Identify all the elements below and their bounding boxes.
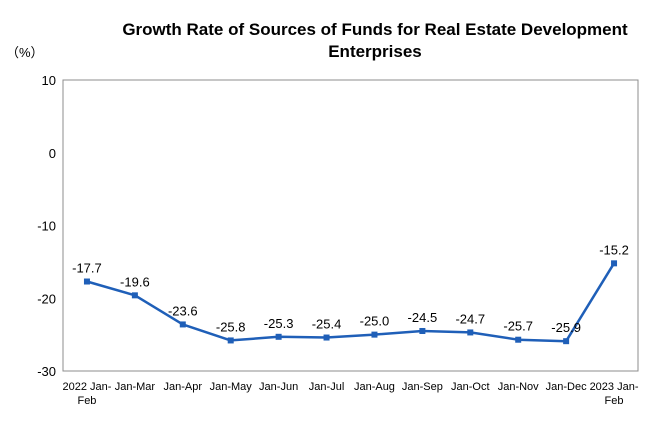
data-point-marker bbox=[611, 260, 618, 267]
data-label: -24.5 bbox=[408, 310, 438, 325]
plot-area-frame bbox=[62, 79, 639, 372]
data-point-marker bbox=[227, 337, 234, 344]
data-point-marker bbox=[83, 278, 90, 285]
y-tick-label: -20 bbox=[37, 291, 56, 306]
data-point-marker bbox=[515, 336, 522, 343]
data-label: -17.7 bbox=[72, 261, 102, 276]
y-tick-label: 10 bbox=[42, 73, 56, 88]
data-point-marker bbox=[563, 338, 570, 345]
data-label: -25.7 bbox=[503, 319, 533, 334]
data-label: -19.6 bbox=[120, 274, 150, 289]
x-tick-label: 2023 Jan-Feb bbox=[590, 381, 639, 407]
data-point-marker bbox=[179, 321, 186, 328]
x-tick-label: Jan-Oct bbox=[451, 381, 490, 393]
x-tick-label: Jan-Jun bbox=[259, 381, 298, 393]
y-tick-label: -30 bbox=[37, 364, 56, 379]
data-label: -25.9 bbox=[551, 320, 581, 335]
data-label: -25.4 bbox=[312, 317, 342, 332]
data-label: -23.6 bbox=[168, 303, 198, 318]
data-label: -25.0 bbox=[360, 314, 390, 329]
x-tick-label: Jan-May bbox=[210, 381, 253, 393]
x-axis-ticks: 2022 Jan-Feb Jan-Mar Jan-Apr Jan-May Jan-Jun… bbox=[62, 381, 638, 407]
x-tick-label: Jan-Dec bbox=[546, 381, 587, 393]
x-tick-label: Jan-Aug bbox=[354, 381, 395, 393]
x-tick-label: Jan-Mar bbox=[115, 381, 156, 393]
series-markers bbox=[83, 260, 618, 345]
data-point-marker bbox=[467, 329, 474, 336]
x-tick-label: Jan-Nov bbox=[498, 381, 539, 393]
y-axis-unit-label: （%） bbox=[6, 45, 44, 60]
data-label: -15.2 bbox=[599, 242, 629, 257]
data-point-marker bbox=[323, 334, 330, 341]
y-tick-label: -10 bbox=[37, 219, 56, 234]
chart-title-line-2: Enterprises bbox=[328, 42, 422, 61]
series-line bbox=[86, 262, 616, 343]
y-tick-label: 0 bbox=[49, 146, 56, 161]
y-axis-ticks: 10 0 -10 -20 -30 bbox=[37, 73, 56, 379]
x-tick-label: Jan-Sep bbox=[402, 381, 443, 393]
x-tick-label: 2022 Jan-Feb bbox=[62, 381, 111, 407]
data-point-marker bbox=[275, 333, 282, 340]
data-label: -25.3 bbox=[264, 316, 294, 331]
data-point-marker bbox=[371, 331, 378, 338]
data-labels: -17.7 -19.6 -23.6 -25.8 -25.3 -25.4 -25.0 -24.5… bbox=[72, 242, 629, 335]
data-label: -25.8 bbox=[216, 319, 246, 334]
data-label: -24.7 bbox=[455, 311, 485, 326]
chart-title-line-1: Growth Rate of Sources of Funds for Real… bbox=[122, 20, 628, 39]
data-point-marker bbox=[419, 327, 426, 334]
data-point-marker bbox=[131, 292, 138, 299]
x-tick-label: Jan-Apr bbox=[164, 381, 203, 393]
x-tick-label: Jan-Jul bbox=[309, 381, 344, 393]
